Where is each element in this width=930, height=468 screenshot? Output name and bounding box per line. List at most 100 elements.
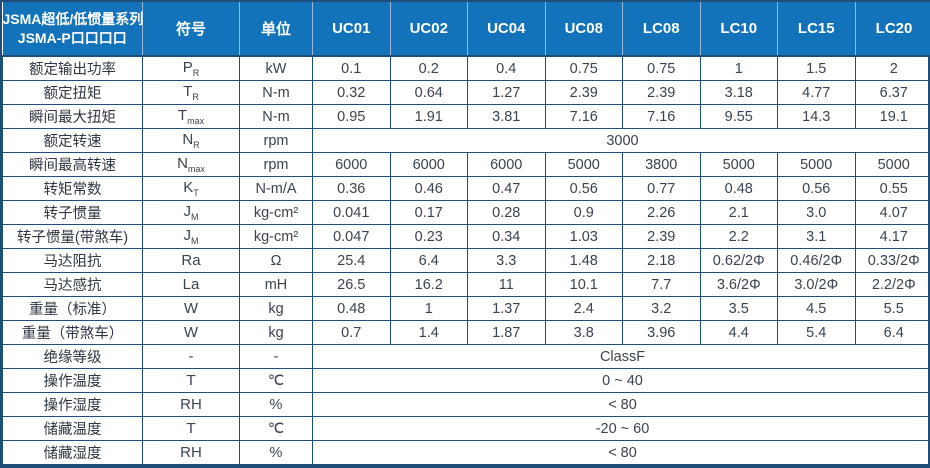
table-row: 转矩常数 KT N-m/A 0.36 0.46 0.47 0.56 0.77 0.48 0.56 0… [2, 176, 930, 201]
symbol-text: W [183, 324, 199, 341]
symbol-text: J [183, 227, 192, 244]
row-label: 储藏湿度 [2, 440, 143, 465]
row-unit: kW [239, 55, 313, 81]
row-label: 转矩常数 [2, 176, 143, 201]
column-header-lc08: LC08 [622, 2, 700, 57]
cell-value: 0.55 [854, 176, 930, 201]
merged-value: -20 ~ 60 [312, 416, 930, 441]
cell-value: 1.27 [467, 80, 546, 105]
merged-value: ClassF [312, 344, 930, 369]
symbol-text: T [186, 420, 196, 437]
row-label: 绝缘等级 [2, 344, 143, 369]
cell-value: 2.39 [544, 80, 623, 105]
row-unit: ℃ [239, 416, 313, 441]
row-symbol: KT [142, 176, 240, 201]
table-row: 操作湿度 RH% < 80 [2, 392, 930, 417]
series-title-line2: JSMA-P口口口口 [17, 29, 127, 46]
cell-value: 9.55 [699, 104, 778, 129]
row-unit: N-m [239, 80, 313, 105]
row-symbol: W [142, 296, 240, 321]
cell-value: 1 [699, 55, 778, 81]
table-row: 转子惯量(带煞车) JM kg-cm² 0.047 0.23 0.34 1.03 2.39 2.… [2, 224, 930, 249]
row-label: 操作温度 [2, 368, 143, 393]
cell-value: 0.77 [622, 176, 701, 201]
table-row: 操作温度 T ℃ 0 ~ 40 [2, 368, 930, 393]
cell-value: 0.1 [312, 55, 391, 81]
row-unit: mH [239, 272, 313, 297]
cell-value: 3.5 [699, 296, 778, 321]
cell-value: 3800 [622, 152, 701, 177]
cell-value: 1.48 [544, 248, 623, 273]
row-label: 储藏温度 [2, 416, 143, 441]
cell-value: 10.1 [544, 272, 623, 297]
cell-value: 6.4 [389, 248, 468, 273]
cell-value: 6000 [312, 152, 391, 177]
cell-value: 2.26 [622, 200, 701, 225]
cell-value: 0.2 [389, 55, 468, 81]
symbol-subscript: M [191, 236, 199, 246]
row-label: 重量（带煞车） [2, 320, 143, 345]
row-unit: kg-cm² [239, 224, 313, 249]
cell-value: 2 [854, 55, 930, 81]
cell-value: 0.34 [467, 224, 546, 249]
row-label: 操作湿度 [2, 392, 143, 417]
cell-value: 0.48 [312, 296, 391, 321]
series-title-line1: JSMA超低/低惯量系列 [2, 11, 144, 28]
row-unit: kg [239, 320, 313, 345]
cell-value: 1.03 [544, 224, 623, 249]
cell-value: 2.2 [699, 224, 778, 249]
row-unit: % [239, 392, 313, 417]
unit-column-header: 单位 [239, 2, 313, 57]
cell-value: 3.0/2Φ [777, 272, 856, 297]
symbol-text: RH [180, 396, 202, 413]
cell-value: 5000 [854, 152, 930, 177]
row-label: 转子惯量(带煞车) [2, 224, 143, 249]
row-unit: kg-cm² [239, 200, 313, 225]
cell-value: 0.041 [312, 200, 391, 225]
symbol-text: N [177, 155, 188, 172]
cell-value: 2.4 [544, 296, 623, 321]
table-row: 瞬间最高转速 Nmax rpm 6000 6000 6000 5000 3800 5000 500… [2, 152, 930, 177]
cell-value: 1.87 [467, 320, 546, 345]
cell-value: 2.39 [622, 224, 701, 249]
row-unit: rpm [239, 152, 313, 177]
symbol-subscript: R [193, 140, 200, 150]
row-symbol: TR [142, 80, 240, 105]
row-unit: ℃ [239, 368, 313, 393]
cell-value: 19.1 [854, 104, 930, 129]
cell-value: 2.18 [622, 248, 701, 273]
cell-value: 0.64 [389, 80, 468, 105]
cell-value: 1.91 [389, 104, 468, 129]
column-header-uc02: UC02 [389, 2, 468, 57]
symbol-text: T [186, 372, 196, 389]
column-header-lc15: LC15 [777, 2, 855, 57]
row-label: 重量（标准） [2, 296, 143, 321]
cell-value: 2.2/2Φ [854, 272, 930, 297]
row-symbol: La [142, 272, 240, 297]
cell-value: 5000 [544, 152, 623, 177]
cell-value: 0.46 [389, 176, 468, 201]
cell-value: 0.56 [544, 176, 623, 201]
table-row: 转子惯量 JM kg-cm² 0.041 0.17 0.28 0.9 2.26 2.1 3.0 4.… [2, 200, 930, 225]
table-row: 瞬间最大扭矩 Tmax N-m 0.95 1.91 3.81 7.16 7.16 9.55 14.… [2, 104, 930, 129]
row-symbol: Tmax [142, 104, 240, 129]
cell-value: 5000 [699, 152, 778, 177]
cell-value: 6.4 [854, 320, 930, 345]
cell-value: 3.0 [777, 200, 856, 225]
column-header-lc10: LC10 [699, 2, 778, 57]
cell-value: 0.36 [312, 176, 391, 201]
cell-value: 0.047 [312, 224, 391, 249]
cell-value: 1.37 [467, 296, 546, 321]
symbol-subscript: T [193, 188, 199, 198]
row-label: 转子惯量 [2, 200, 143, 225]
cell-value: 1.5 [777, 55, 856, 81]
cell-value: 4.4 [699, 320, 778, 345]
table-row: 绝缘等级 - - ClassF [2, 344, 930, 369]
cell-value: 2.1 [699, 200, 778, 225]
cell-value: 3.18 [699, 80, 778, 105]
symbol-text: - [188, 348, 194, 365]
table-header-row: JSMA超低/低惯量系列 JSMA-P口口口口 符号 单位 UC01 UC02 UC… [2, 2, 930, 57]
cell-value: 5000 [777, 152, 856, 177]
column-header-lc20: LC20 [854, 2, 930, 57]
row-symbol: - [142, 344, 240, 369]
